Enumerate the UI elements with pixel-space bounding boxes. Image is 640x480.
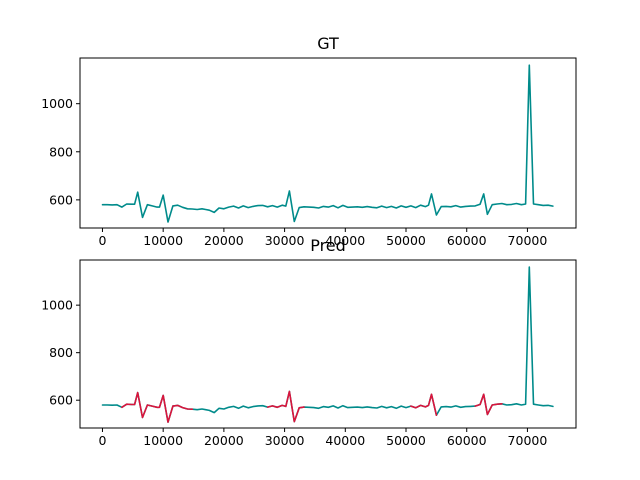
axes-frame-pred <box>79 259 577 429</box>
axis-ticks-pred: 0 10000 20000 30000 40000 50000 60000 70000 600 8… <box>41 298 547 448</box>
subplot-title-pred: Pred <box>310 236 346 255</box>
x-tick-label-pred: 50000 <box>386 433 426 448</box>
y-tick-label-pred: 600 <box>49 393 73 408</box>
y-tick-label-gt: 800 <box>49 144 73 159</box>
x-tick-label-pred: 60000 <box>447 433 487 448</box>
x-tick-label-pred: 40000 <box>325 433 365 448</box>
y-tick-label-gt: 600 <box>49 192 73 207</box>
series-layer-gt <box>101 64 554 223</box>
x-tick-label-pred: 10000 <box>143 433 183 448</box>
x-tick-label-gt: 40000 <box>325 233 365 248</box>
x-tick-label-pred: 0 <box>98 433 106 448</box>
highlight-segment-pred <box>266 390 305 423</box>
x-tick-label-gt: 30000 <box>265 233 305 248</box>
series-layer-pred <box>101 266 554 423</box>
x-tick-label-pred: 30000 <box>265 433 305 448</box>
subplot-title-gt: GT <box>317 34 339 53</box>
y-tick-label-pred: 1000 <box>41 298 73 313</box>
y-tick-label-pred: 800 <box>49 345 73 360</box>
x-tick-label-pred: 20000 <box>204 433 244 448</box>
highlight-segment-pred <box>121 391 194 423</box>
x-tick-label-gt: 50000 <box>386 233 426 248</box>
subplot-pred: 0 10000 20000 30000 40000 50000 60000 700006008… <box>41 236 577 448</box>
y-tick-label-gt: 1000 <box>41 96 73 111</box>
axes-frame-gt <box>79 57 577 229</box>
highlight-segment-pred <box>474 393 503 416</box>
series-line-gt <box>101 64 554 223</box>
x-tick-label-gt: 10000 <box>143 233 183 248</box>
highlight-segment-pred <box>410 393 438 417</box>
subplot-gt: GT 0 10000 20000 30000 40000 50000 60000 70000 6… <box>41 34 577 248</box>
x-tick-label-pred: 70000 <box>508 433 548 448</box>
axis-ticks-gt: 0 10000 20000 30000 40000 50000 60000 70000 600 8… <box>41 96 547 248</box>
x-tick-label-gt: 20000 <box>204 233 244 248</box>
x-tick-label-gt: 0 <box>98 233 106 248</box>
x-tick-label-gt: 70000 <box>508 233 548 248</box>
x-tick-label-gt: 60000 <box>447 233 487 248</box>
